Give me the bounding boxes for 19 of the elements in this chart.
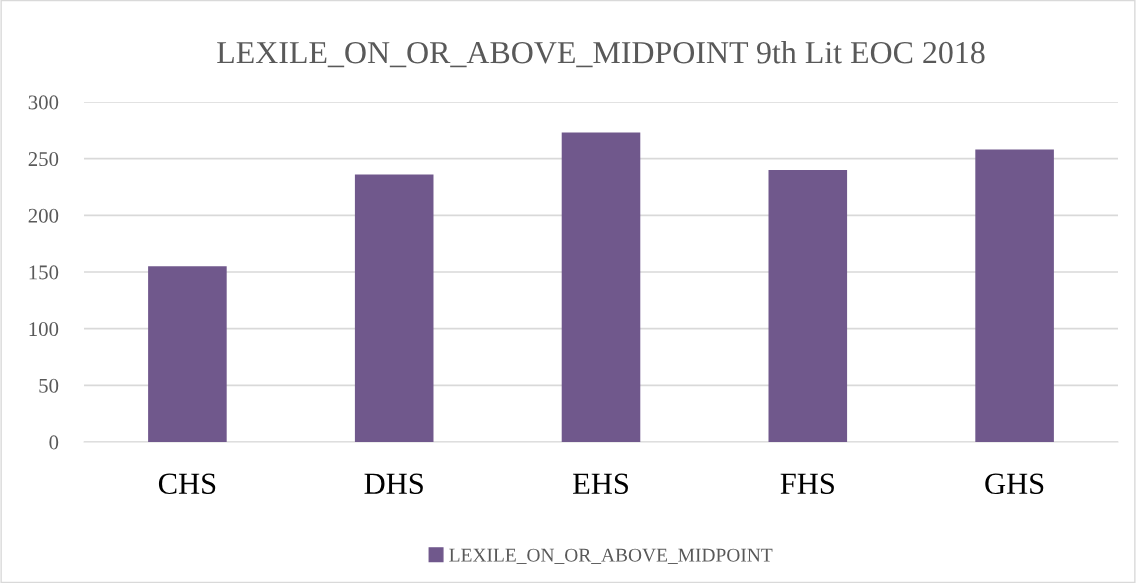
bar [975, 149, 1054, 442]
y-tick-label: 0 [49, 435, 59, 450]
legend-label: LEXILE_ON_OR_ABOVE_MIDPOINT [449, 548, 773, 565]
bar [561, 132, 641, 442]
bar [354, 174, 434, 442]
x-tick-label: DHS [364, 473, 423, 495]
y-tick-label: 200 [28, 208, 59, 223]
x-tick-label: CHS [158, 473, 216, 495]
y-tick-label: 150 [29, 265, 59, 280]
bar [768, 170, 848, 442]
chart-title: LEXILE_ON_OR_ABOVE_MIDPOINT 9th Lit EOC 2018 [217, 40, 985, 68]
x-tick-label: GHS [985, 473, 1044, 495]
bar [148, 266, 227, 442]
x-tick-label: FHS [780, 473, 834, 495]
y-tick-label: 50 [39, 378, 59, 393]
y-tick-label: 300 [28, 95, 59, 110]
x-tick-label: EHS [573, 473, 628, 495]
y-tick-label: 100 [29, 322, 59, 337]
y-tick-label: 250 [28, 152, 59, 167]
